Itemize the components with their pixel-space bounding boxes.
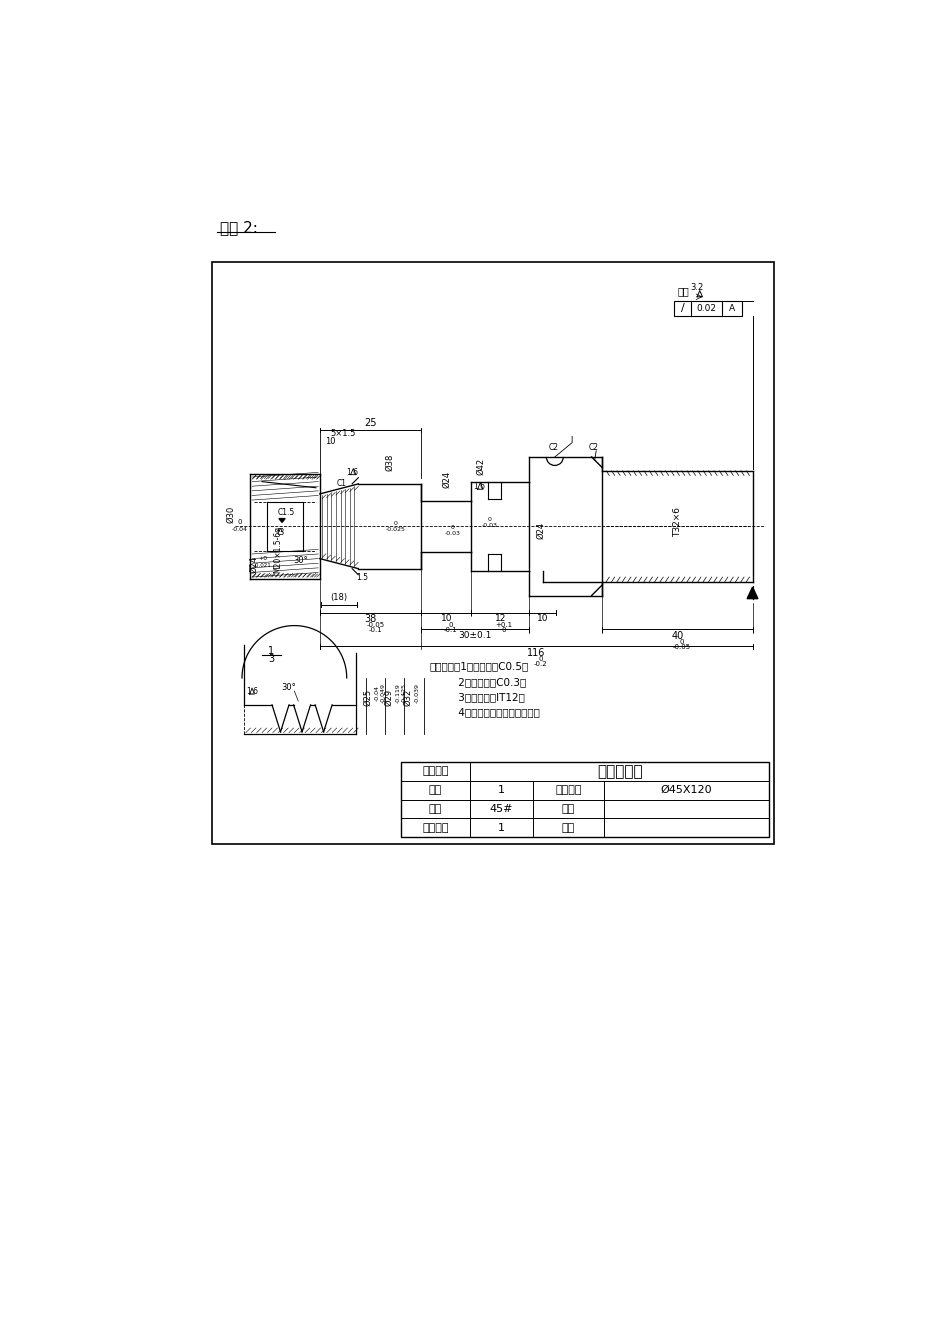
Text: 12: 12 — [495, 614, 506, 624]
Text: 0: 0 — [679, 638, 684, 645]
Text: 1.6: 1.6 — [473, 482, 485, 492]
Text: -0.049: -0.049 — [380, 683, 386, 703]
Text: 116: 116 — [527, 648, 545, 657]
Text: 10: 10 — [325, 437, 335, 446]
Text: Ø32: Ø32 — [404, 688, 413, 706]
Bar — [401, 762, 770, 837]
Text: 1.5: 1.5 — [356, 574, 369, 582]
Text: -0.2: -0.2 — [534, 661, 547, 667]
Text: C1.5: C1.5 — [278, 508, 295, 517]
Text: 5×1.5: 5×1.5 — [331, 429, 355, 438]
Text: -0.1: -0.1 — [369, 628, 382, 633]
Text: 0: 0 — [539, 656, 543, 661]
Text: 零件名称: 零件名称 — [422, 766, 448, 777]
Bar — [674, 301, 742, 316]
Text: 40: 40 — [672, 630, 684, 641]
Text: Ø30: Ø30 — [227, 507, 236, 523]
Text: T32×6: T32×6 — [673, 508, 682, 538]
Text: 45#: 45# — [490, 804, 513, 814]
Text: A: A — [729, 304, 734, 313]
Text: -0.05: -0.05 — [673, 644, 691, 650]
Text: 0: 0 — [502, 628, 506, 633]
Text: 设计: 设计 — [561, 804, 575, 814]
Text: 30°: 30° — [281, 684, 295, 692]
Text: C2: C2 — [588, 444, 598, 452]
Text: (18): (18) — [331, 593, 348, 602]
Text: Ø24: Ø24 — [250, 556, 258, 574]
Text: 10: 10 — [441, 614, 452, 624]
Text: 试题 2:: 试题 2: — [219, 220, 257, 235]
Text: 30±0.1: 30±0.1 — [459, 632, 492, 640]
Text: 螺纹特形轴: 螺纹特形轴 — [597, 763, 642, 778]
Text: 1.6: 1.6 — [346, 468, 358, 477]
Text: Ø42: Ø42 — [476, 458, 485, 474]
Text: 毛坯规格: 毛坯规格 — [555, 785, 581, 796]
Text: C2: C2 — [549, 444, 559, 452]
Text: 25: 25 — [365, 418, 377, 429]
Text: -0.119: -0.119 — [396, 683, 401, 703]
Text: l: l — [570, 435, 573, 445]
Text: +0: +0 — [258, 556, 267, 560]
Text: 0
-0.03: 0 -0.03 — [445, 524, 461, 535]
Text: -0.04: -0.04 — [375, 685, 380, 702]
Text: /: / — [680, 304, 684, 313]
Text: 0: 0 — [448, 622, 452, 628]
Text: Ø29: Ø29 — [385, 688, 393, 706]
Text: 1: 1 — [498, 823, 505, 833]
Text: 0: 0 — [238, 519, 242, 526]
Text: 审核: 审核 — [561, 823, 575, 833]
Text: C1: C1 — [336, 478, 347, 488]
Text: 图纸编号: 图纸编号 — [422, 823, 448, 833]
Text: f3: f3 — [277, 528, 285, 536]
Text: 2、锐边倒棱C0.3。: 2、锐边倒棱C0.3。 — [429, 677, 526, 687]
Text: 3、未注公差IT12。: 3、未注公差IT12。 — [429, 692, 525, 702]
Text: 3.2: 3.2 — [691, 284, 704, 292]
Text: M20×1.5-6g: M20×1.5-6g — [273, 526, 282, 573]
Text: 0
-0.03: 0 -0.03 — [482, 517, 498, 528]
Text: -0.425: -0.425 — [401, 683, 407, 703]
Text: 其余: 其余 — [677, 286, 689, 297]
Text: 10: 10 — [538, 614, 549, 624]
Bar — [212, 262, 774, 844]
Text: -0.021: -0.021 — [254, 563, 272, 569]
Text: 38: 38 — [365, 614, 377, 624]
Text: Ø25: Ø25 — [364, 688, 372, 706]
Text: +0.1: +0.1 — [496, 622, 513, 628]
Text: 材料: 材料 — [428, 804, 442, 814]
Text: 30°: 30° — [294, 556, 308, 566]
Text: 1: 1 — [268, 646, 275, 656]
Text: -0.05: -0.05 — [366, 622, 385, 628]
Text: 1.6: 1.6 — [246, 687, 258, 696]
Text: 4、不允许使用锉刀、纱布。: 4、不允许使用锉刀、纱布。 — [429, 707, 540, 718]
Text: Ø24: Ø24 — [537, 521, 545, 539]
Text: Ø38: Ø38 — [386, 454, 394, 470]
Text: Ø45X120: Ø45X120 — [661, 785, 712, 796]
Text: 3: 3 — [268, 655, 275, 664]
Text: Ø24: Ø24 — [442, 470, 451, 488]
Polygon shape — [747, 587, 758, 598]
Text: 0
-0.025: 0 -0.025 — [386, 521, 406, 532]
Text: -0.04: -0.04 — [232, 527, 248, 532]
Text: -0.039: -0.039 — [415, 683, 420, 703]
Text: 1: 1 — [498, 785, 505, 796]
Text: -0.1: -0.1 — [444, 628, 457, 633]
Polygon shape — [279, 519, 285, 523]
Text: 0.02: 0.02 — [696, 304, 716, 313]
Text: 数量: 数量 — [428, 785, 442, 796]
Text: 技术要求：1、未注倒角C0.5。: 技术要求：1、未注倒角C0.5。 — [429, 661, 528, 672]
